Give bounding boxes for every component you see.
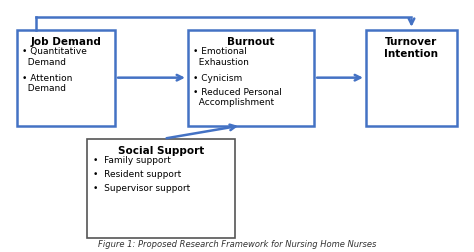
Text: • Cynicism: • Cynicism bbox=[193, 73, 243, 82]
Text: •  Supervisor support: • Supervisor support bbox=[93, 183, 190, 193]
Text: Social Support: Social Support bbox=[118, 146, 204, 156]
Text: •  Family support: • Family support bbox=[93, 155, 171, 165]
FancyBboxPatch shape bbox=[17, 31, 115, 126]
FancyBboxPatch shape bbox=[188, 31, 314, 126]
Text: • Emotional
  Exhaustion: • Emotional Exhaustion bbox=[193, 47, 249, 67]
Text: • Attention
  Demand: • Attention Demand bbox=[22, 73, 73, 93]
Text: • Quantitative
  Demand: • Quantitative Demand bbox=[22, 47, 87, 67]
Text: Burnout: Burnout bbox=[228, 37, 275, 47]
Text: • Reduced Personal
  Accomplishment: • Reduced Personal Accomplishment bbox=[193, 87, 283, 107]
FancyBboxPatch shape bbox=[366, 31, 457, 126]
Text: •  Resident support: • Resident support bbox=[93, 170, 181, 178]
Text: Turnover
Intention: Turnover Intention bbox=[384, 37, 438, 59]
Text: Figure 1: Proposed Research Framework for Nursing Home Nurses: Figure 1: Proposed Research Framework fo… bbox=[98, 239, 376, 248]
FancyBboxPatch shape bbox=[87, 139, 235, 238]
Text: Job Demand: Job Demand bbox=[31, 37, 101, 47]
